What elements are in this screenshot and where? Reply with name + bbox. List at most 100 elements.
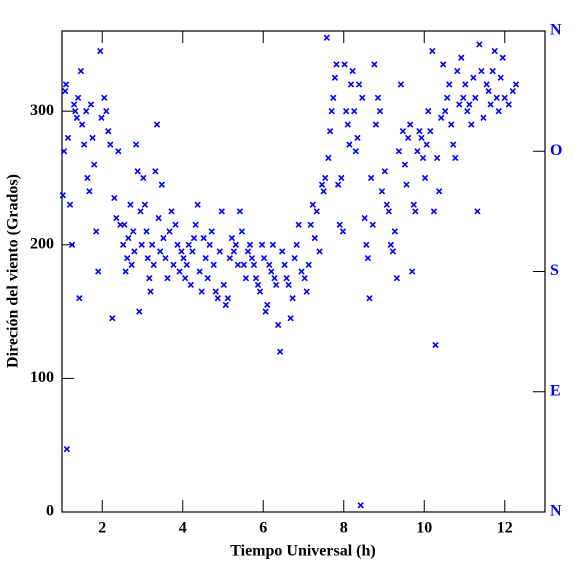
point xyxy=(468,121,475,128)
point xyxy=(204,275,211,282)
point xyxy=(433,154,441,162)
point xyxy=(230,248,238,255)
point xyxy=(82,108,90,115)
point xyxy=(242,275,250,282)
point xyxy=(271,275,278,282)
point xyxy=(136,308,143,315)
point xyxy=(323,34,331,41)
point xyxy=(124,254,131,262)
point xyxy=(141,201,149,208)
point xyxy=(385,208,392,215)
point xyxy=(339,228,347,235)
point xyxy=(298,268,305,275)
point xyxy=(466,101,473,108)
point xyxy=(456,101,463,108)
x-tick-label: 4 xyxy=(179,520,187,537)
x-tick-label: 10 xyxy=(416,520,432,537)
y-axis-label: Direción del viento (Grados) xyxy=(5,174,22,368)
point xyxy=(68,241,76,248)
point xyxy=(452,154,459,162)
point xyxy=(107,141,114,148)
point xyxy=(202,254,209,262)
point xyxy=(387,241,395,248)
point xyxy=(93,228,100,235)
point xyxy=(372,121,380,128)
point xyxy=(483,81,490,88)
point xyxy=(355,81,363,88)
point xyxy=(166,228,173,235)
point xyxy=(185,241,192,248)
point xyxy=(342,108,350,115)
point xyxy=(399,128,407,135)
point xyxy=(349,67,356,75)
point xyxy=(146,275,153,282)
y-tick-label: 200 xyxy=(30,235,54,252)
point xyxy=(198,288,205,295)
point xyxy=(472,94,479,101)
point xyxy=(454,67,461,75)
point xyxy=(137,208,144,215)
y-tick-label: 0 xyxy=(46,503,54,520)
point xyxy=(62,81,70,88)
point xyxy=(160,234,167,242)
point xyxy=(140,174,147,182)
point xyxy=(268,268,275,275)
point xyxy=(218,208,225,215)
point xyxy=(491,47,498,55)
point xyxy=(153,121,161,128)
point xyxy=(364,254,372,262)
point xyxy=(311,234,318,242)
point xyxy=(272,281,280,289)
point xyxy=(244,248,252,255)
point xyxy=(334,181,342,188)
point xyxy=(170,261,177,268)
point xyxy=(320,188,327,195)
point xyxy=(464,108,471,115)
plot-frame xyxy=(61,30,546,513)
point xyxy=(374,94,382,101)
point xyxy=(103,108,110,115)
point xyxy=(403,181,410,188)
y2-tick-label: S xyxy=(550,262,559,279)
point xyxy=(128,261,135,268)
y2-tick-label: E xyxy=(550,382,561,399)
point xyxy=(425,108,432,115)
point xyxy=(91,161,98,168)
y2-tick-label: N xyxy=(550,503,562,520)
point xyxy=(115,148,122,155)
point xyxy=(248,254,256,262)
point xyxy=(495,108,502,115)
point xyxy=(462,81,469,88)
point xyxy=(352,148,359,155)
point xyxy=(429,47,436,55)
point xyxy=(336,221,343,228)
point xyxy=(418,134,425,142)
point xyxy=(476,41,483,48)
point xyxy=(383,201,390,208)
point xyxy=(318,181,326,188)
point xyxy=(131,248,138,255)
point xyxy=(64,134,72,142)
point xyxy=(412,208,419,215)
point xyxy=(361,214,368,222)
point xyxy=(206,241,213,248)
point xyxy=(252,275,260,282)
x-tick-label: 6 xyxy=(259,520,267,537)
point xyxy=(72,108,79,115)
point xyxy=(87,101,95,108)
point xyxy=(366,295,373,302)
point xyxy=(143,228,150,235)
point xyxy=(285,281,292,289)
point xyxy=(480,114,487,122)
point xyxy=(330,94,337,101)
point xyxy=(158,181,165,188)
point xyxy=(210,261,217,268)
point xyxy=(260,254,268,262)
y-tick-label: 300 xyxy=(30,102,54,119)
point xyxy=(226,254,234,262)
point xyxy=(346,141,353,148)
x-tick-label: 12 xyxy=(497,520,513,537)
point xyxy=(338,174,345,182)
point xyxy=(501,94,508,101)
